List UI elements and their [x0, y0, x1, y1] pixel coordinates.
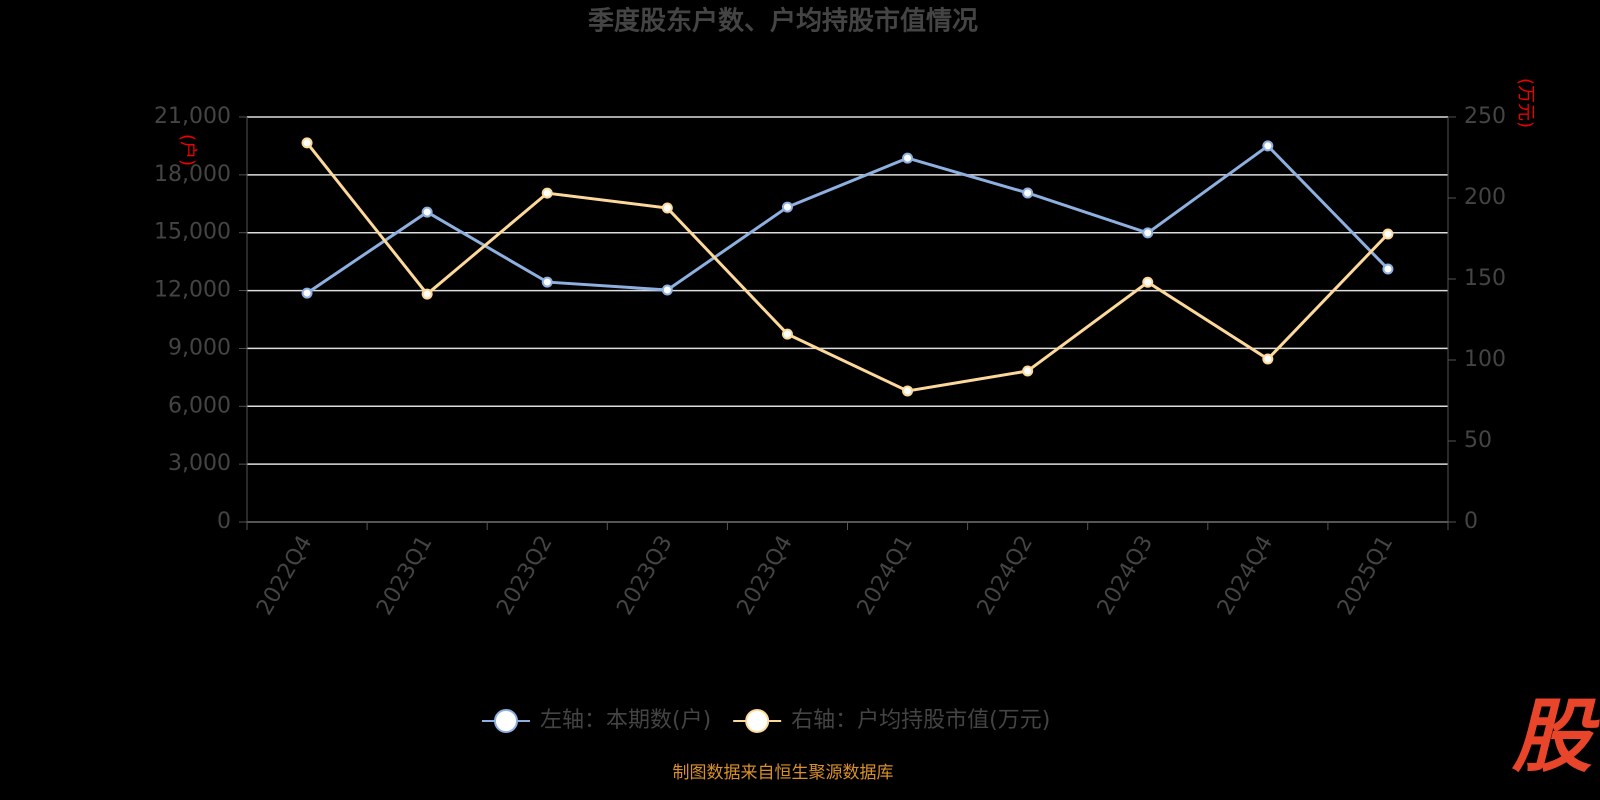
- data-point: [1022, 187, 1034, 199]
- data-point: [301, 287, 313, 299]
- y2-axis-label: (万元): [1515, 78, 1536, 128]
- data-point: [902, 152, 914, 164]
- data-point: [1262, 353, 1274, 365]
- legend-marker: [494, 709, 518, 733]
- y2-tick-label: 200: [1464, 185, 1506, 210]
- series-line: [306, 143, 1390, 295]
- legend-marker: [745, 709, 770, 733]
- source-note: 制图数据来自恒生聚源数据库: [673, 763, 894, 783]
- data-point: [541, 276, 553, 288]
- y2-tick-label: 150: [1464, 266, 1506, 291]
- y-tick-label: 0: [217, 509, 231, 534]
- y2-tick-label: 50: [1464, 428, 1492, 453]
- data-point: [1262, 140, 1274, 152]
- y2-tick-label: 0: [1464, 509, 1478, 534]
- y-tick-label: 21,000: [154, 104, 231, 129]
- data-point: [1382, 228, 1394, 240]
- y-tick-label: 6,000: [168, 393, 231, 418]
- y2-tick-label: 250: [1464, 104, 1506, 129]
- data-point: [781, 328, 793, 340]
- y2-tick-label: 100: [1464, 347, 1506, 372]
- y-tick-label: 9,000: [168, 335, 231, 360]
- data-point: [421, 288, 433, 300]
- series-line: [305, 141, 1390, 393]
- legend-label: 右轴：户均持股市值(万元): [791, 708, 1050, 733]
- data-point: [421, 206, 433, 218]
- y-tick-label: 15,000: [154, 220, 231, 245]
- y-tick-label: 3,000: [168, 451, 231, 476]
- data-point: [902, 385, 914, 397]
- legend-label: 左轴：本期数(户): [540, 708, 711, 733]
- data-point: [661, 284, 673, 296]
- legend-item: 左轴：本期数(户): [482, 708, 711, 733]
- chart-title: 季度股东户数、户均持股市值情况: [588, 6, 978, 37]
- logo: 股: [1511, 690, 1600, 783]
- data-point: [781, 201, 793, 213]
- data-point: [541, 187, 553, 199]
- y-axis-label: (户): [177, 134, 198, 166]
- data-point: [1142, 276, 1154, 288]
- data-point: [1022, 365, 1034, 377]
- data-point: [1382, 263, 1394, 275]
- data-point: [301, 137, 313, 149]
- data-point: [1142, 227, 1154, 239]
- legend-item: 右轴：户均持股市值(万元): [733, 708, 1050, 733]
- y-tick-label: 12,000: [154, 278, 231, 303]
- y-tick-label: 18,000: [154, 162, 231, 187]
- data-point: [661, 202, 673, 214]
